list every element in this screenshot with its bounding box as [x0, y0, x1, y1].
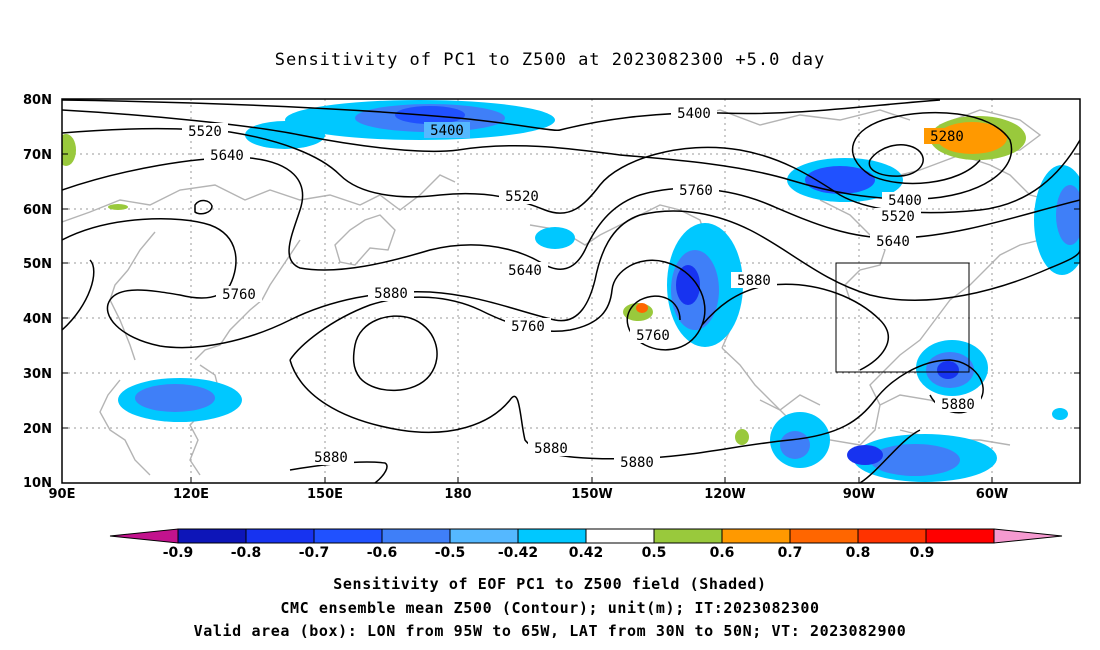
colorbar-label: 0.8	[846, 545, 871, 561]
lon-label: 150W	[571, 487, 612, 502]
lon-label: 90W	[843, 487, 875, 502]
contour-label: 5760	[222, 287, 256, 303]
shade-blob	[780, 431, 810, 459]
colorbar-label: 0.5	[642, 545, 667, 561]
shade-blob	[676, 265, 700, 305]
shade-blob	[62, 134, 76, 166]
contour-label: 5760	[636, 328, 670, 344]
lon-label: 120W	[704, 487, 745, 502]
contour-label: 5520	[505, 189, 539, 205]
contour-label: 5760	[679, 183, 713, 199]
lat-label: 80N	[23, 93, 52, 108]
contour-label: 5640	[508, 263, 542, 279]
contour-label-group: 5400 5520 5640 5400 5520 5760 5280 5400 …	[182, 105, 981, 471]
sensitivity-shading	[62, 100, 1080, 482]
valid-area-box	[835, 262, 970, 373]
colorbar-cells	[109, 528, 1063, 544]
colorbar-label: -0.5	[435, 545, 466, 561]
colorbar-cell	[245, 528, 315, 544]
contour-label: 5880	[620, 455, 654, 471]
colorbar-label: -0.42	[498, 545, 538, 561]
shade-blob	[636, 303, 648, 313]
contour-label: 5640	[210, 148, 244, 164]
lat-label: 20N	[23, 422, 52, 437]
contour-label: 5400	[888, 193, 922, 209]
colorbar-cell	[313, 528, 383, 544]
shade-blob	[535, 227, 575, 249]
coastlines	[62, 109, 1080, 476]
lon-label: 150E	[307, 487, 343, 502]
lat-label: 60N	[23, 203, 52, 218]
colorbar-labels: -0.9 -0.8 -0.7 -0.6 -0.5 -0.42 0.42 0.5 …	[163, 545, 935, 561]
colorbar-label: -0.9	[163, 545, 194, 561]
caption-valid-area: Valid area (box): LON from 95W to 65W, L…	[193, 622, 907, 640]
latitude-labels: 80N 70N 60N 50N 40N 30N 20N 10N	[23, 93, 52, 491]
colorbar-label: 0.9	[910, 545, 935, 561]
contour-label: 5400	[677, 106, 711, 122]
map-frame	[61, 98, 1081, 484]
contour-label: 5400	[430, 123, 464, 139]
shade-blob	[108, 204, 128, 210]
contour-label: 5520	[881, 209, 915, 225]
colorbar-label: -0.7	[299, 545, 330, 561]
colorbar-label: -0.6	[367, 545, 398, 561]
colorbar-label: 0.6	[710, 545, 735, 561]
shade-blob	[847, 445, 883, 465]
shade-blob	[805, 166, 875, 194]
colorbar-cell	[721, 528, 791, 544]
lon-label: 180	[444, 487, 471, 502]
lat-label: 70N	[23, 148, 52, 163]
colorbar-cell	[585, 528, 655, 544]
caption-contour: CMC ensemble mean Z500 (Contour); unit(m…	[280, 599, 820, 617]
colorbar-cell	[517, 528, 587, 544]
lat-label: 30N	[23, 367, 52, 382]
colorbar-cell	[925, 528, 995, 544]
contour-label: 5880	[737, 273, 771, 289]
colorbar-cell	[381, 528, 451, 544]
contour-label: 5760	[511, 319, 545, 335]
contour-label: 5280	[930, 129, 964, 145]
lat-label: 10N	[23, 476, 52, 491]
shade-blob	[937, 361, 959, 379]
colorbar-label: 0.7	[778, 545, 803, 561]
lat-label: 50N	[23, 257, 52, 272]
longitude-labels: 90E 120E 150E 180 150W 120W 90W 60W	[49, 487, 1009, 502]
shade-blob	[735, 429, 749, 445]
map-panel: 5400 5520 5640 5400 5520 5760 5280 5400 …	[23, 93, 1081, 502]
colorbar-end-left	[109, 528, 179, 544]
shade-blob	[135, 384, 215, 412]
colorbar-cell	[653, 528, 723, 544]
colorbar-cell	[177, 528, 247, 544]
page-title: Sensitivity of PC1 to Z500 at 2023082300…	[274, 50, 826, 70]
shade-blob	[1052, 408, 1068, 420]
lon-label: 60W	[976, 487, 1008, 502]
colorbar: -0.9 -0.8 -0.7 -0.6 -0.5 -0.42 0.42 0.5 …	[109, 528, 1063, 561]
contour-label: 5880	[374, 286, 408, 302]
lon-label: 120E	[173, 487, 209, 502]
colorbar-cell	[449, 528, 519, 544]
shade-blob	[1056, 185, 1080, 245]
shade-blob	[245, 121, 325, 149]
lat-label: 40N	[23, 312, 52, 327]
colorbar-cell	[857, 528, 927, 544]
tick-marks	[62, 98, 1080, 483]
colorbar-cell	[789, 528, 859, 544]
colorbar-end-right	[993, 528, 1063, 544]
caption-shading: Sensitivity of EOF PC1 to Z500 field (Sh…	[333, 575, 767, 593]
contour-label: 5520	[188, 124, 222, 140]
contour-label: 5880	[534, 441, 568, 457]
contour-label: 5880	[941, 397, 975, 413]
shade-blob	[870, 444, 960, 476]
colorbar-label: -0.8	[231, 545, 262, 561]
contour-label: 5880	[314, 450, 348, 466]
lon-label: 90E	[49, 487, 76, 502]
contour-label: 5640	[876, 234, 910, 250]
colorbar-label: 0.42	[569, 545, 604, 561]
